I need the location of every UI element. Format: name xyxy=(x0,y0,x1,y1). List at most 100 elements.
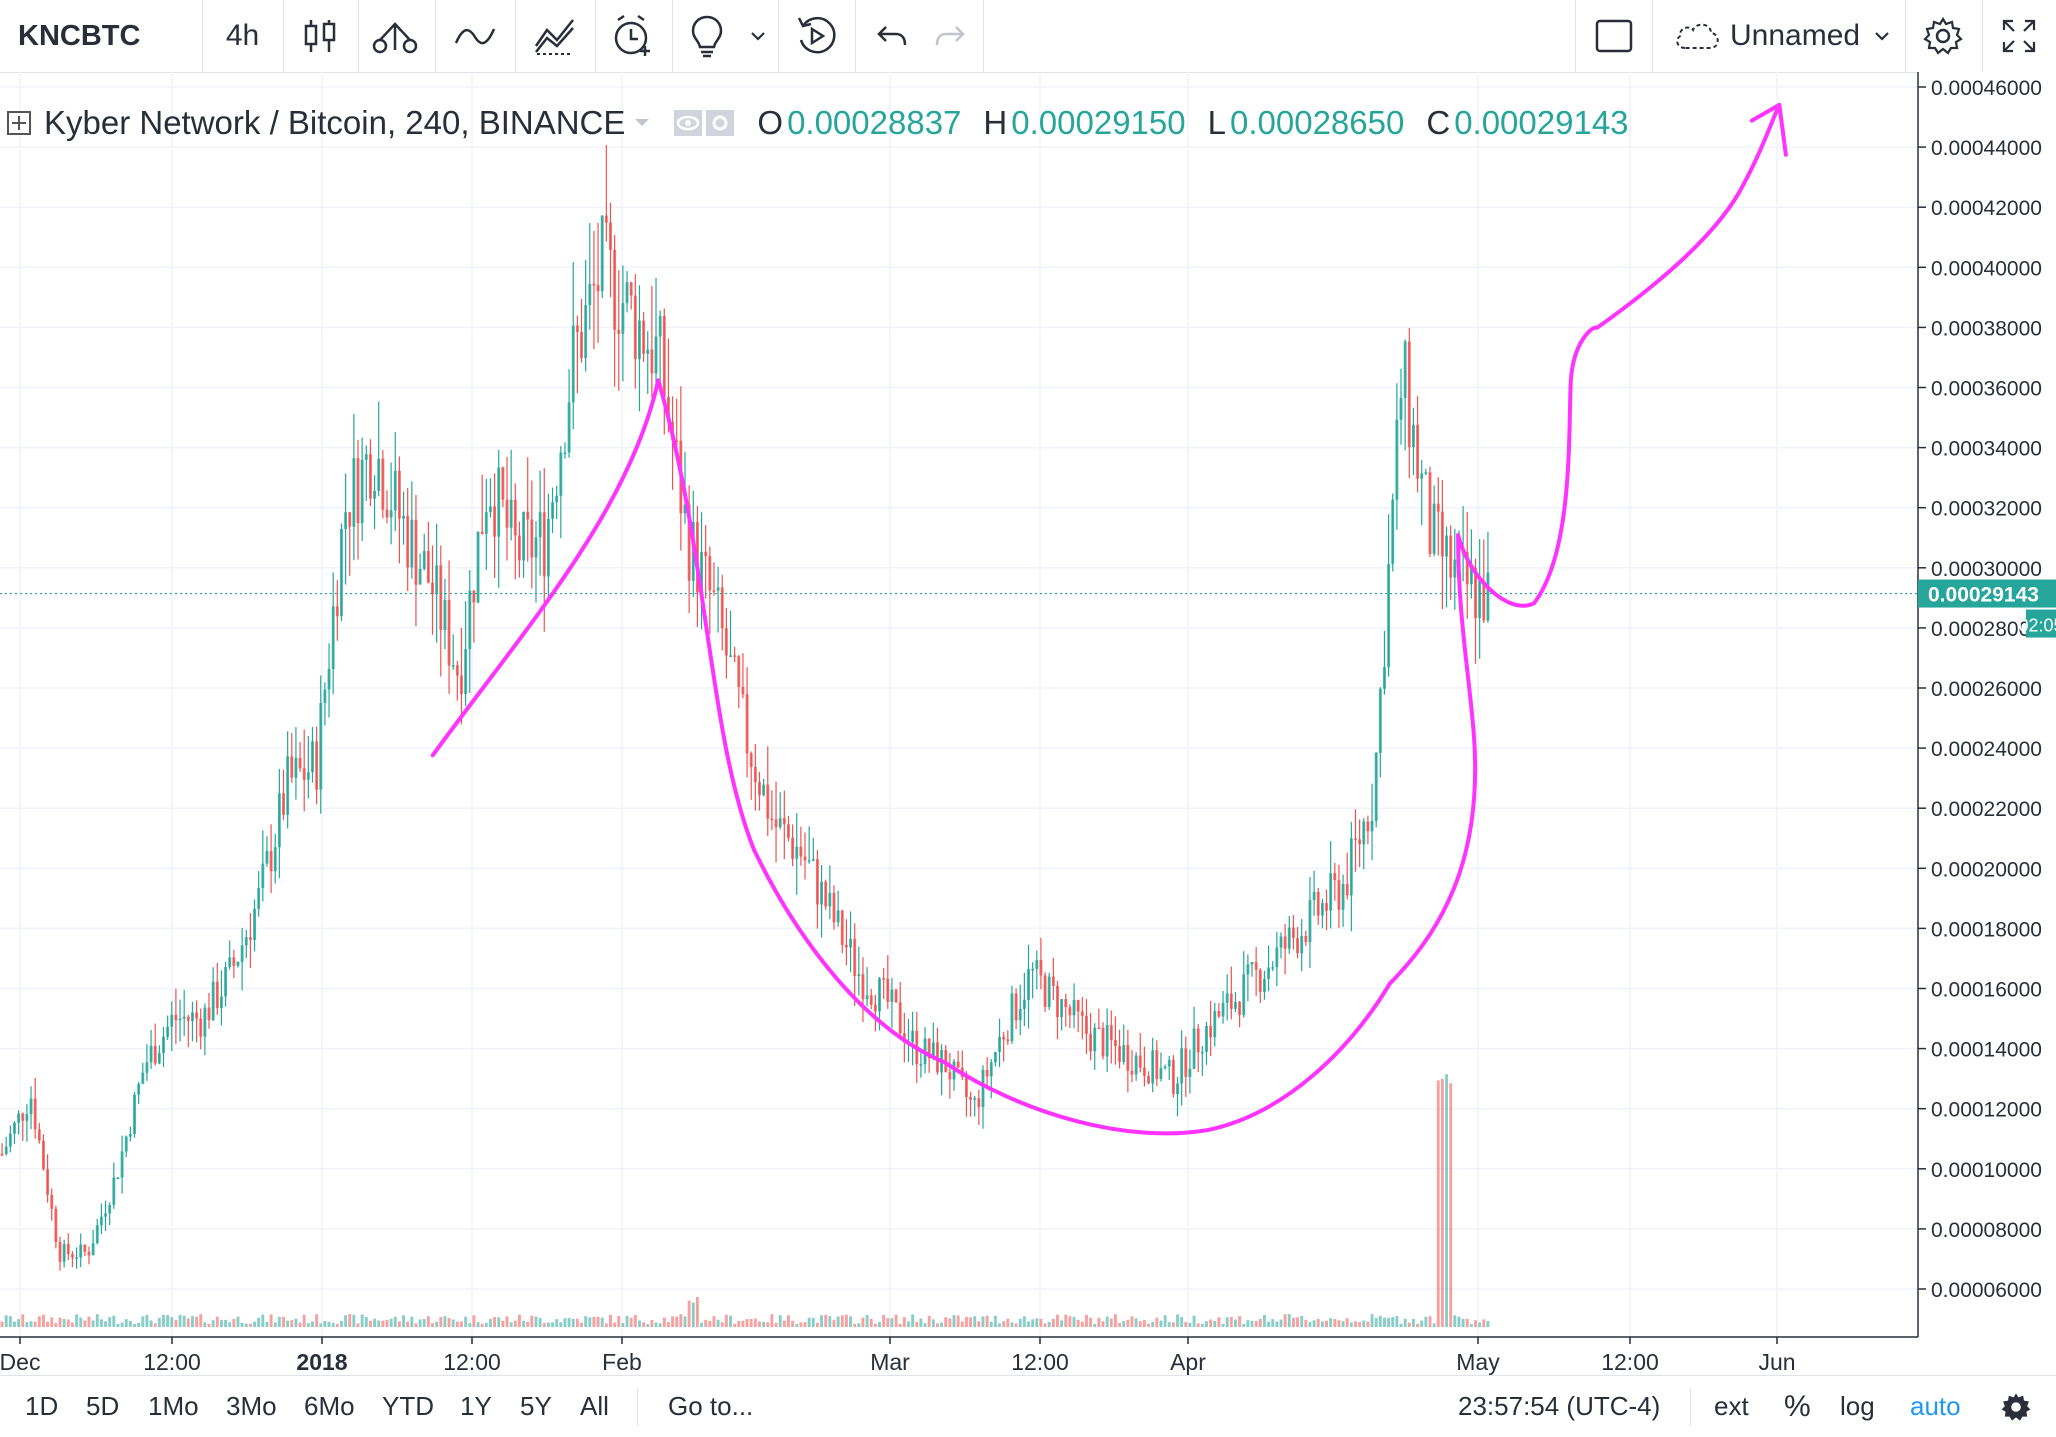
volume-bar xyxy=(8,1316,12,1327)
volume-bar xyxy=(501,1320,505,1327)
candle-body xyxy=(1300,935,1304,954)
gear-icon[interactable] xyxy=(2000,1376,2032,1437)
candle-body xyxy=(708,556,712,591)
candle-body xyxy=(1031,968,1035,971)
candle-body xyxy=(1101,1027,1105,1057)
range-button-5y[interactable]: 5Y xyxy=(520,1391,552,1421)
indicators-icon[interactable] xyxy=(437,0,512,72)
ideas-lightbulb-icon[interactable] xyxy=(674,0,740,72)
caret-down-icon[interactable] xyxy=(633,117,651,129)
percent-scale-toggle[interactable]: % xyxy=(1784,1389,1811,1423)
volume-bar xyxy=(1113,1314,1117,1327)
candle-body xyxy=(1354,838,1357,840)
volume-bar xyxy=(1056,1314,1059,1327)
volume-bar xyxy=(513,1320,517,1327)
candle-body xyxy=(985,1069,989,1077)
candle-body xyxy=(658,315,662,337)
volume-bar xyxy=(762,1321,766,1327)
volume-bar xyxy=(596,1316,600,1327)
candle-body xyxy=(609,222,612,250)
candle-body xyxy=(360,459,364,524)
price-chart[interactable]: 0.00046000 0.00044000 0.00042000 0.00040000… xyxy=(0,72,2056,1375)
candle-body xyxy=(770,818,774,821)
replay-icon[interactable] xyxy=(780,0,852,72)
volume-bar xyxy=(840,1315,844,1327)
close-label: C xyxy=(1426,104,1451,141)
settings-icon[interactable] xyxy=(705,109,735,137)
ext-hours-toggle[interactable]: ext xyxy=(1714,1391,1749,1421)
range-button-3mo[interactable]: 3Mo xyxy=(226,1391,277,1421)
volume-bar xyxy=(927,1315,931,1327)
volume-bar xyxy=(1051,1318,1055,1327)
toolbar-divider xyxy=(855,0,856,72)
candle-body xyxy=(1068,1007,1072,1016)
candle-body xyxy=(542,512,546,577)
volume-bar xyxy=(203,1322,207,1327)
volume-bar xyxy=(708,1321,712,1327)
candle-body xyxy=(195,1012,199,1019)
candle-body xyxy=(559,452,563,496)
volume-bar xyxy=(21,1314,25,1327)
candles-chart-type-icon[interactable] xyxy=(285,0,355,72)
range-button-1d[interactable]: 1D xyxy=(25,1391,59,1421)
goto-button[interactable]: Go to... xyxy=(668,1391,754,1421)
candle-body xyxy=(882,978,886,980)
volume-bar xyxy=(1329,1318,1333,1327)
interval-button[interactable]: 4h xyxy=(225,19,260,52)
volume-bar xyxy=(609,1314,612,1327)
symbol-search-button[interactable]: KNCBTC xyxy=(18,19,141,52)
volume-bar xyxy=(91,1320,95,1327)
range-button-ytd[interactable]: YTD xyxy=(382,1391,434,1421)
range-button-1y[interactable]: 1Y xyxy=(460,1391,492,1421)
volume-bar xyxy=(493,1317,497,1327)
range-button-all[interactable]: All xyxy=(580,1391,609,1421)
candle-body xyxy=(774,819,778,828)
eye-icon[interactable] xyxy=(673,109,703,137)
candle-body xyxy=(811,859,815,861)
candle-body xyxy=(414,519,418,585)
undo-icon[interactable] xyxy=(862,0,922,72)
alert-clock-icon[interactable] xyxy=(597,0,669,72)
volume-bar xyxy=(1478,1322,1482,1327)
cloud-icon[interactable] xyxy=(1668,0,1728,72)
chevron-down-icon[interactable] xyxy=(1862,0,1902,72)
chevron-down-icon[interactable] xyxy=(740,0,776,72)
volume-bar xyxy=(795,1323,799,1327)
candle-body xyxy=(1138,1055,1142,1068)
volume-bar xyxy=(1258,1318,1262,1327)
volume-bar xyxy=(472,1315,476,1327)
auto-scale-toggle[interactable]: auto xyxy=(1910,1391,1961,1421)
volume-bar xyxy=(364,1316,368,1327)
fullscreen-icon[interactable] xyxy=(1984,0,2054,72)
candle-body xyxy=(62,1244,66,1262)
candle-body xyxy=(1449,535,1453,578)
candle-body xyxy=(4,1146,8,1155)
volume-bar xyxy=(1469,1323,1473,1327)
range-button-1mo[interactable]: 1Mo xyxy=(148,1391,199,1421)
volume-bar xyxy=(869,1318,873,1327)
volume-bar xyxy=(58,1317,62,1327)
volume-bar xyxy=(1391,1317,1395,1327)
candle-body xyxy=(758,782,761,796)
layout-name[interactable]: Unnamed xyxy=(1730,19,1861,52)
candle-body xyxy=(410,519,414,568)
gear-icon[interactable] xyxy=(1907,0,1979,72)
price-tick-label: 0.00010000 xyxy=(1931,1159,2042,1182)
clock-timezone[interactable]: 23:57:54 (UTC-4) xyxy=(1458,1391,1661,1421)
legend-title[interactable]: Kyber Network / Bitcoin, 240, BINANCE xyxy=(44,104,626,141)
templates-icon[interactable] xyxy=(517,0,592,72)
candle-body xyxy=(455,665,459,676)
candle-body xyxy=(141,1072,145,1084)
candle-body xyxy=(998,1036,1001,1053)
range-button-6mo[interactable]: 6Mo xyxy=(304,1391,355,1421)
candle-body xyxy=(969,1096,973,1100)
log-scale-toggle[interactable]: log xyxy=(1840,1391,1875,1421)
compare-icon[interactable] xyxy=(360,0,430,72)
volume-bar xyxy=(1221,1323,1225,1327)
expand-legend-icon[interactable] xyxy=(6,110,32,136)
range-button-5d[interactable]: 5D xyxy=(86,1391,120,1421)
candle-body xyxy=(741,686,745,695)
candle-body xyxy=(853,938,857,976)
volume-bar xyxy=(273,1322,277,1327)
square-layout-icon[interactable] xyxy=(1578,0,1650,72)
